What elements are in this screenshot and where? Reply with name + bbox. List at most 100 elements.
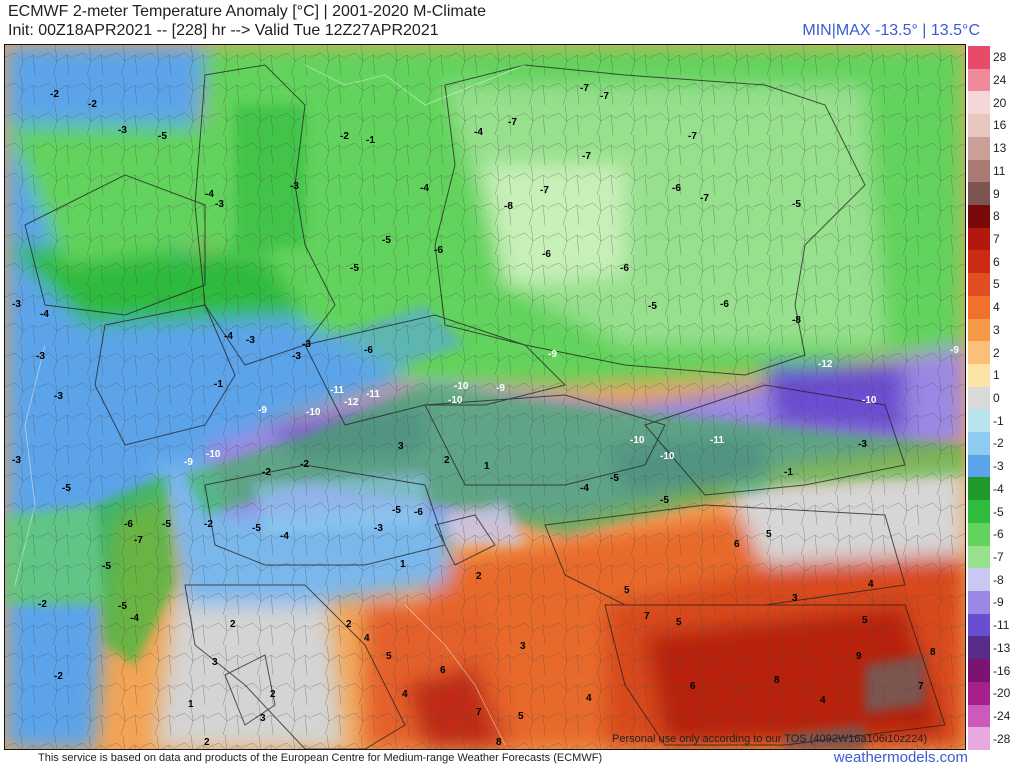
anomaly-value-label: -7 [580,83,589,94]
map-header: ECMWF 2-meter Temperature Anomaly [°C] |… [0,0,1024,44]
legend-swatch [968,568,990,592]
anomaly-value-label: -5 [62,483,71,494]
legend-swatch [968,613,990,637]
legend-label: -13 [993,640,1011,655]
legend-swatch [968,545,990,569]
anomaly-value-label: 2 [204,737,210,748]
anomaly-value-label: -4 [130,613,139,624]
anomaly-value-label: -6 [364,345,373,356]
anomaly-value-label: -4 [280,531,289,542]
legend-swatch [968,454,990,478]
legend-label: 9 [993,186,1000,201]
anomaly-value-label: 5 [862,615,868,626]
legend-swatch [968,295,990,319]
anomaly-value-label: -3 [246,335,255,346]
anomaly-value-label: -9 [184,457,193,468]
anomaly-value-label: -8 [504,201,513,212]
anomaly-value-label: 5 [766,529,772,540]
anomaly-value-label: -7 [540,185,549,196]
legend-label: -16 [993,663,1011,678]
legend-swatch [968,704,990,728]
legend-label: 24 [993,73,1007,88]
anomaly-value-label: 5 [676,617,682,628]
anomaly-value-label: -2 [262,467,271,478]
legend-label: 13 [993,141,1007,156]
anomaly-value-label: -4 [580,483,589,494]
legend-label: 3 [993,322,1000,337]
anomaly-value-label: 3 [520,641,526,652]
legend-label: 1 [993,368,1000,383]
anomaly-value-label: 1 [400,559,406,570]
legend-swatch [968,91,990,115]
legend-swatch [968,159,990,183]
legend-swatch [968,727,990,751]
anomaly-value-label: -5 [610,473,619,484]
anomaly-value-label: -5 [158,131,167,142]
anomaly-value-label: 2 [346,619,352,630]
legend-label: -8 [993,572,1004,587]
anomaly-value-label: -4 [420,183,429,194]
legend-label: -28 [993,731,1011,746]
anomaly-value-label: -1 [784,467,793,478]
anomaly-value-label: -4 [224,331,233,342]
legend-swatch [968,136,990,161]
anomaly-value-label: -9 [258,405,267,416]
anomaly-value-label: 6 [440,665,446,676]
anomaly-value-label: -5 [648,301,657,312]
anomaly-value-label: -2 [88,99,97,110]
anomaly-value-label: -12 [818,359,833,370]
legend-label: 11 [993,163,1006,178]
anomaly-value-label: 3 [792,593,798,604]
anomaly-value-label: -7 [700,193,709,204]
legend-label: -24 [993,708,1011,723]
legend-label: -11 [993,618,1010,633]
anomaly-value-label: 2 [230,619,236,630]
legend-swatch [968,363,990,388]
legend-swatch [968,591,990,615]
legend-label: 20 [993,95,1007,110]
legend-swatch [968,114,990,138]
legend-label: -3 [993,459,1004,474]
ecmwf-credit: This service is based on data and produc… [38,752,603,764]
anomaly-value-label: 2 [476,571,482,582]
legend-swatch [968,409,990,433]
anomaly-value-label: -2 [340,131,349,142]
anomaly-value-label: -3 [12,299,21,310]
legend-swatch [968,341,990,365]
anomaly-value-label: 8 [774,675,780,686]
anomaly-value-label: -1 [214,379,223,390]
run-info: Init: 00Z18APR2021 -- [228] hr --> Valid… [8,22,439,39]
anomaly-value-label: -6 [620,263,629,274]
anomaly-value-label: 1 [188,699,194,710]
anomaly-value-label: -5 [162,519,171,530]
legend-swatch [968,386,990,410]
anomaly-value-label: 6 [734,539,740,550]
anomaly-value-label: -6 [124,519,133,530]
anomaly-value-label: -7 [582,151,591,162]
brand-link[interactable]: weathermodels.com [833,749,968,766]
anomaly-value-label: 3 [212,657,218,668]
anomaly-value-label: -1 [366,135,375,146]
legend-label: 7 [993,232,1000,247]
anomaly-value-label: 4 [820,695,826,706]
anomaly-value-label: -5 [350,263,359,274]
anomaly-value-label: -3 [118,125,127,136]
anomaly-value-label: -3 [215,199,224,210]
anomaly-value-label: 7 [476,707,482,718]
anomaly-value-label: 8 [496,737,502,748]
anomaly-value-label: -7 [508,117,517,128]
anomaly-value-label: -3 [36,351,45,362]
anomaly-value-label: 7 [918,681,924,692]
min-max-readout: MIN|MAX -13.5° | 13.5°C [802,22,980,39]
anomaly-value-label: 5 [624,585,630,596]
anomaly-value-label: -3 [292,351,301,362]
legend-swatch [968,227,990,251]
anomaly-value-label: -6 [672,183,681,194]
temperature-anomaly-map[interactable] [4,44,966,750]
legend-label: 8 [993,209,1000,224]
anomaly-value-label: -7 [688,131,697,142]
anomaly-value-label: -12 [344,397,359,408]
legend-label: 16 [993,118,1007,133]
tos-watermark: Personal use only according to our TOS (… [612,733,928,745]
anomaly-value-label: -3 [302,339,311,350]
